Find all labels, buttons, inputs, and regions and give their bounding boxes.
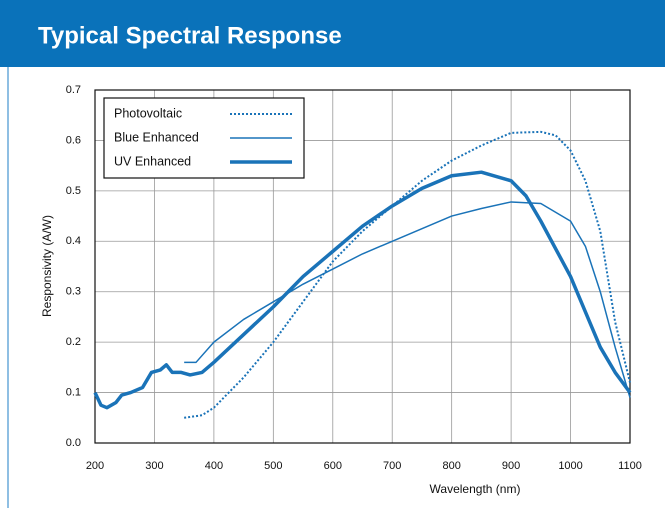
left-border — [7, 67, 9, 508]
y-axis-label: Responsivity (A/W) — [40, 215, 54, 317]
x-tick-label: 500 — [264, 460, 282, 472]
y-tick-label: 0.3 — [66, 286, 81, 298]
legend-label: Photovoltaic — [114, 106, 182, 120]
chart-title: Typical Spectral Response — [38, 22, 342, 49]
x-axis-label: Wavelength (nm) — [430, 482, 521, 496]
x-tick-label: 700 — [383, 460, 401, 472]
x-tick-label: 400 — [205, 460, 223, 472]
x-tick-label: 900 — [502, 460, 520, 472]
legend-label: Blue Enhanced — [114, 130, 199, 144]
x-tick-label: 800 — [442, 460, 460, 472]
y-tick-label: 0.1 — [66, 386, 81, 398]
x-tick-label: 1000 — [558, 460, 582, 472]
y-tick-label: 0.7 — [66, 84, 81, 96]
x-tick-label: 200 — [86, 460, 104, 472]
x-tick-label: 300 — [145, 460, 163, 472]
y-tick-label: 0.6 — [66, 134, 81, 146]
x-tick-label: 1100 — [618, 460, 642, 472]
plot-border — [94, 89, 631, 444]
x-tick-label: 600 — [324, 460, 342, 472]
series-line — [184, 201, 631, 398]
legend-label: UV Enhanced — [114, 154, 191, 168]
y-tick-label: 0.2 — [66, 336, 81, 348]
y-tick-label: 0.4 — [66, 235, 81, 247]
y-tick-label: 0.5 — [66, 185, 81, 197]
header-bar — [0, 0, 665, 67]
y-tick-label: 0.0 — [66, 437, 81, 449]
series-line — [93, 170, 632, 410]
series-line — [184, 130, 631, 419]
